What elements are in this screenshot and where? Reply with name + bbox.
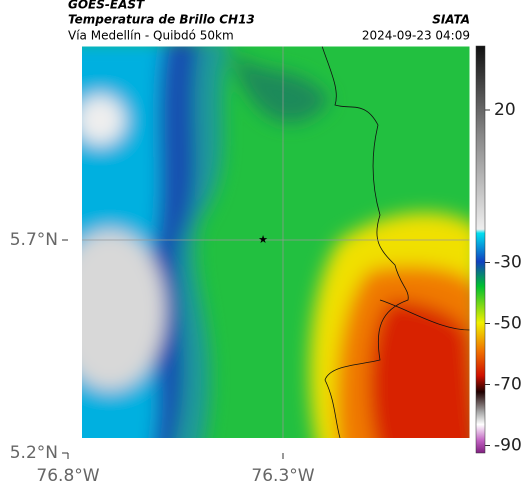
lat-tick-label: 5.2°N bbox=[10, 443, 58, 463]
lon-tick-label: 76.3°W bbox=[251, 466, 314, 486]
lon-tick-label: 76.8°W bbox=[36, 466, 99, 486]
colorbar-tick-label: -70 bbox=[494, 375, 522, 395]
colorbar-tick-label: -90 bbox=[494, 436, 522, 456]
colorbar bbox=[475, 45, 486, 454]
datetime: 2024-09-23 04:09 bbox=[362, 29, 470, 43]
satellite-image: ★ bbox=[82, 46, 470, 438]
map-frame bbox=[67, 45, 471, 454]
svg-text:★: ★ bbox=[258, 233, 268, 246]
source: SIATA bbox=[432, 13, 470, 27]
colorbar-tick-label: -50 bbox=[494, 314, 522, 334]
colorbar-tick-label: -30 bbox=[494, 253, 522, 273]
lat-tick-label: 5.7°N bbox=[10, 230, 58, 250]
product: Temperatura de Brillo CH13 bbox=[68, 13, 255, 27]
satellite: GOES-EAST bbox=[68, 0, 145, 12]
colorbar-tick-label: 20 bbox=[494, 100, 516, 120]
region: Vía Medellín - Quibdó 50km bbox=[68, 29, 234, 43]
